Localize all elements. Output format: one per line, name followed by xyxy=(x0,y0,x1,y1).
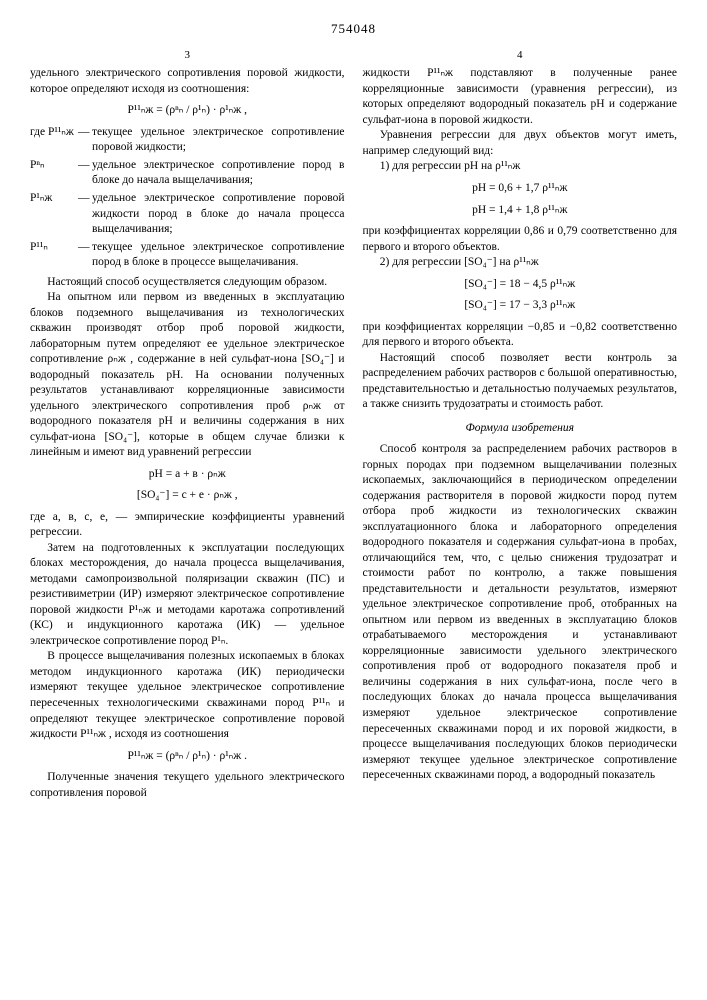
desc: текущее удельное электрическое сопротивл… xyxy=(92,125,345,156)
two-column-layout: 3 удельного электрического сопротивления… xyxy=(30,48,677,802)
formula: [SO₄⁻] = c + e · ρₙж , xyxy=(30,488,345,504)
formula: [SO₄⁻] = 17 − 3,3 ρ¹¹ₙж xyxy=(363,298,678,314)
term: P¹ₙж xyxy=(30,191,78,238)
definition-row: Pⁿₙ — удельное электрическое сопротивлен… xyxy=(30,158,345,189)
paragraph: удельного электрического сопротивления п… xyxy=(30,66,345,97)
formula: [SO₄⁻] = 18 − 4,5 ρ¹¹ₙж xyxy=(363,277,678,293)
paragraph: Полученные значения текущего удельного э… xyxy=(30,770,345,801)
dash: — xyxy=(78,158,92,189)
formula: pH = a + в · ρₙж xyxy=(30,467,345,483)
formula: P¹¹ₙж = (ρⁿₙ / ρ¹ₙ) · ρ¹ₙж . xyxy=(30,749,345,765)
paragraph: На опытном или первом из введенных в экс… xyxy=(30,290,345,461)
desc: удельное электрическое сопротивление пор… xyxy=(92,158,345,189)
term: где P¹¹ₙж xyxy=(30,125,78,156)
formula: pH = 0,6 + 1,7 ρ¹¹ₙж xyxy=(363,181,678,197)
paragraph: при коэффициентах корреляции −0,85 и −0,… xyxy=(363,320,678,351)
definition-row: где P¹¹ₙж — текущее удельное электрическ… xyxy=(30,125,345,156)
formula: P¹¹ₙж = (ρⁿₙ / ρ¹ₙ) · ρ¹ₙж , xyxy=(30,103,345,119)
definition-list: где P¹¹ₙж — текущее удельное электрическ… xyxy=(30,125,345,271)
formula: pH = 1,4 + 1,8 ρ¹¹ₙж xyxy=(363,203,678,219)
paragraph: где a, в, c, e, — эмпирические коэффицие… xyxy=(30,510,345,541)
document-number: 754048 xyxy=(30,20,677,38)
page-number-right: 4 xyxy=(363,48,678,63)
list-item: 2) для регрессии [SO₄⁻] на ρ¹¹ₙж xyxy=(363,255,678,271)
paragraph: Настоящий способ позволяет вести контрол… xyxy=(363,351,678,413)
paragraph: Затем на подготовленных к эксплуатации п… xyxy=(30,541,345,650)
section-title: Формула изобретения xyxy=(363,421,678,437)
list-item: 1) для регрессии pH на ρ¹¹ₙж xyxy=(363,159,678,175)
term: P¹¹ₙ xyxy=(30,240,78,271)
paragraph: при коэффициентах корреляции 0,86 и 0,79… xyxy=(363,224,678,255)
left-column: 3 удельного электрического сопротивления… xyxy=(30,48,345,802)
paragraph: Уравнения регрессии для двух объектов мо… xyxy=(363,128,678,159)
definition-row: P¹ₙж — удельное электрическое сопротивле… xyxy=(30,191,345,238)
dash: — xyxy=(78,125,92,156)
term: Pⁿₙ xyxy=(30,158,78,189)
paragraph: жидкости P¹¹ₙж подставляют в полученные … xyxy=(363,66,678,128)
desc: удельное электрическое сопротивление пор… xyxy=(92,191,345,238)
paragraph: Способ контроля за распределением рабочи… xyxy=(363,442,678,783)
dash: — xyxy=(78,191,92,238)
paragraph: В процессе выщелачивания полезных ископа… xyxy=(30,649,345,742)
paragraph: Настоящий способ осуществляется следующи… xyxy=(30,275,345,291)
right-column: 4 жидкости P¹¹ₙж подставляют в полученны… xyxy=(363,48,678,802)
definition-row: P¹¹ₙ — текущее удельное электрическое со… xyxy=(30,240,345,271)
dash: — xyxy=(78,240,92,271)
desc: текущее удельное электрическое сопротивл… xyxy=(92,240,345,271)
page-number-left: 3 xyxy=(30,48,345,63)
